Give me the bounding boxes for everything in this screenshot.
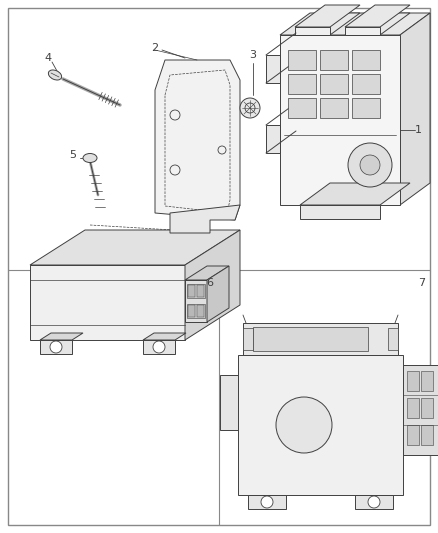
Polygon shape	[280, 35, 400, 205]
Bar	[238, 355, 403, 495]
Polygon shape	[143, 333, 186, 340]
Ellipse shape	[83, 154, 97, 163]
Polygon shape	[30, 230, 240, 265]
Bar	[266, 55, 280, 83]
Bar	[188, 305, 195, 317]
Bar	[288, 50, 316, 70]
Circle shape	[360, 155, 380, 175]
Text: 3: 3	[250, 50, 257, 60]
Polygon shape	[207, 266, 229, 322]
Circle shape	[261, 496, 273, 508]
Bar	[187, 304, 205, 318]
Polygon shape	[295, 13, 360, 35]
Bar	[243, 323, 398, 355]
Polygon shape	[345, 13, 410, 35]
Text: 4: 4	[44, 53, 52, 63]
Bar	[407, 398, 419, 418]
Bar	[243, 328, 253, 350]
Text: 5: 5	[70, 150, 77, 160]
Bar	[266, 125, 280, 153]
Bar	[320, 98, 348, 118]
Circle shape	[368, 496, 380, 508]
Bar	[352, 98, 380, 118]
Polygon shape	[170, 205, 240, 233]
Bar	[407, 425, 419, 445]
Circle shape	[153, 341, 165, 353]
Bar	[355, 495, 393, 509]
Polygon shape	[185, 230, 240, 340]
Text: 1: 1	[414, 125, 421, 135]
Bar	[403, 365, 438, 455]
Polygon shape	[345, 5, 410, 27]
Bar	[288, 98, 316, 118]
Circle shape	[50, 341, 62, 353]
Polygon shape	[185, 266, 229, 280]
Bar	[345, 27, 380, 35]
Bar	[300, 205, 380, 219]
Bar	[197, 305, 204, 317]
Polygon shape	[30, 265, 185, 340]
Text: 7: 7	[418, 278, 426, 288]
Bar	[185, 280, 207, 322]
Bar	[40, 340, 72, 354]
Bar	[320, 74, 348, 94]
Bar	[295, 27, 330, 35]
Circle shape	[276, 397, 332, 453]
Polygon shape	[280, 13, 430, 35]
Bar	[421, 371, 433, 391]
Bar	[407, 371, 419, 391]
Bar	[197, 285, 204, 297]
Ellipse shape	[48, 70, 62, 80]
Bar	[320, 50, 348, 70]
Bar	[248, 495, 286, 509]
Bar	[352, 74, 380, 94]
Text: 6: 6	[206, 278, 213, 288]
Bar	[352, 50, 380, 70]
Bar	[388, 328, 398, 350]
Polygon shape	[295, 5, 360, 27]
Bar	[188, 285, 195, 297]
Bar	[143, 340, 175, 354]
Bar	[421, 398, 433, 418]
Bar	[253, 327, 368, 351]
Circle shape	[348, 143, 392, 187]
Polygon shape	[40, 333, 83, 340]
Bar	[220, 375, 238, 430]
Polygon shape	[155, 60, 240, 220]
Circle shape	[240, 98, 260, 118]
Polygon shape	[400, 13, 430, 205]
Bar	[421, 425, 433, 445]
Polygon shape	[300, 183, 410, 205]
Bar	[288, 74, 316, 94]
Bar	[187, 284, 205, 298]
Text: 2: 2	[152, 43, 159, 53]
